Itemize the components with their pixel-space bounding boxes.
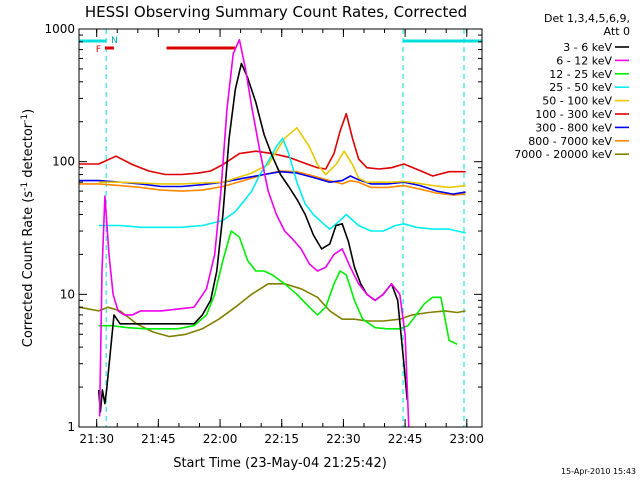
night-label: N xyxy=(111,36,118,46)
x-tick-label: 21:30 xyxy=(79,432,114,446)
flag-bars: F xyxy=(96,45,236,55)
series-line-2 xyxy=(98,230,458,346)
x-tick-label: 22:30 xyxy=(326,432,361,446)
legend-label: 300 - 800 keV xyxy=(535,121,612,134)
legend-label: 100 - 300 keV xyxy=(535,108,612,121)
flag-label: F xyxy=(96,45,101,55)
x-tick-label: 22:15 xyxy=(264,432,299,446)
series-line-3 xyxy=(98,137,466,234)
chart-title: HESSI Observing Summary Count Rates, Cor… xyxy=(85,3,467,21)
y-axis-label: Corrected Count Rate (s-1 detector-1) xyxy=(20,109,36,347)
plot-frame xyxy=(78,28,483,428)
legend-label: 800 - 7000 keV xyxy=(528,135,612,148)
legend-header-1: Det 1,3,4,5,6,9, xyxy=(544,12,630,25)
series-line-4 xyxy=(98,127,466,189)
series-line-0 xyxy=(97,62,408,413)
x-tick-label: 22:00 xyxy=(203,432,238,446)
y-axis-ticks: 1 10 100 1000 xyxy=(44,22,482,434)
x-tick-label: 22:45 xyxy=(388,432,423,446)
y-axis-label-mid: detector xyxy=(21,122,36,182)
series-line-7 xyxy=(79,170,466,196)
series-lines xyxy=(78,38,466,428)
legend-header-2: Att 0 xyxy=(604,25,630,38)
series-line-6 xyxy=(79,170,466,195)
y-axis-label-sup1: -1 xyxy=(20,182,30,191)
series-line-1 xyxy=(98,38,410,428)
x-axis-ticks: 21:30 21:45 22:00 22:15 22:30 22:45 23:00 xyxy=(79,29,484,446)
legend-label: 12 - 25 keV xyxy=(549,68,612,81)
y-axis-label-sup2: -1 xyxy=(20,114,30,123)
y-tick-label: 1000 xyxy=(44,22,75,36)
legend-label: 50 - 100 keV xyxy=(542,95,612,108)
legend-label: 3 - 6 keV xyxy=(563,41,612,54)
y-tick-label: 100 xyxy=(52,155,75,169)
legend-label: 7000 - 20000 keV xyxy=(514,148,612,161)
y-tick-label: 1 xyxy=(67,420,75,434)
x-tick-label: 21:45 xyxy=(141,432,176,446)
legend-label: 6 - 12 keV xyxy=(556,54,612,67)
y-axis-label-main: Corrected Count Rate (s xyxy=(21,191,36,348)
night-intervals: N xyxy=(79,29,482,427)
y-axis-label-end: ) xyxy=(21,109,36,114)
y-tick-label: 10 xyxy=(60,287,75,301)
x-tick-label: 23:00 xyxy=(449,432,484,446)
series-line-5 xyxy=(79,112,466,177)
legend-label: 25 - 50 keV xyxy=(549,81,612,94)
x-axis-label: Start Time (23-May-04 21:25:42) xyxy=(173,456,387,471)
footer-date: 15-Apr-2010 15:43 xyxy=(561,467,636,476)
